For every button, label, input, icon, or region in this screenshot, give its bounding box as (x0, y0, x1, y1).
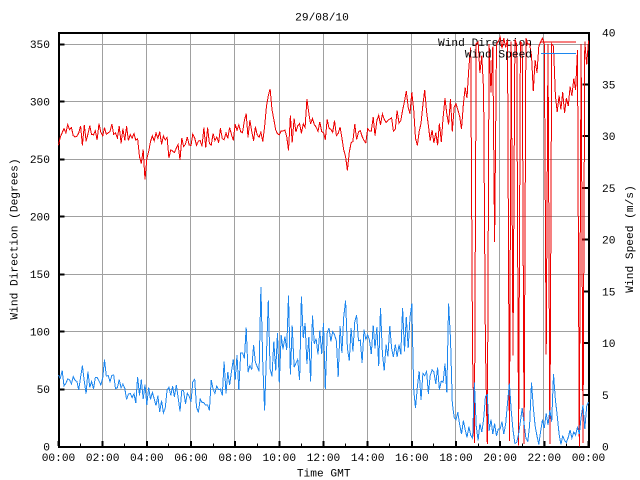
svg-text:02:00: 02:00 (86, 453, 120, 465)
svg-text:200: 200 (30, 213, 50, 225)
svg-text:10:00: 10:00 (263, 453, 297, 465)
svg-text:Wind Direction (Degrees): Wind Direction (Degrees) (10, 158, 22, 319)
svg-text:40: 40 (602, 29, 616, 41)
svg-text:10: 10 (602, 339, 616, 351)
svg-text:Wind Speed (m/s): Wind Speed (m/s) (625, 185, 637, 292)
svg-text:250: 250 (30, 155, 50, 167)
svg-text:18:00: 18:00 (439, 453, 473, 465)
svg-text:0: 0 (43, 443, 50, 455)
svg-text:20:00: 20:00 (483, 453, 517, 465)
svg-text:50: 50 (37, 385, 51, 397)
svg-text:35: 35 (602, 80, 615, 92)
svg-text:12:00: 12:00 (307, 453, 341, 465)
svg-text:0: 0 (602, 443, 609, 455)
svg-text:100: 100 (30, 328, 50, 340)
svg-text:300: 300 (30, 98, 50, 110)
svg-text:25: 25 (602, 184, 615, 196)
svg-text:5: 5 (602, 391, 609, 403)
svg-text:22:00: 22:00 (528, 453, 562, 465)
svg-text:Wind Speed: Wind Speed (465, 50, 532, 62)
svg-text:29/08/10: 29/08/10 (295, 13, 349, 25)
svg-text:150: 150 (30, 270, 50, 282)
svg-text:08:00: 08:00 (218, 453, 252, 465)
svg-text:16:00: 16:00 (395, 453, 429, 465)
svg-text:15: 15 (602, 287, 615, 299)
svg-text:00:00: 00:00 (42, 453, 76, 465)
svg-text:Time GMT: Time GMT (297, 469, 351, 480)
svg-text:14:00: 14:00 (351, 453, 385, 465)
svg-text:350: 350 (30, 40, 50, 52)
svg-text:Wind Direction: Wind Direction (438, 38, 532, 50)
svg-text:30: 30 (602, 132, 616, 144)
svg-text:04:00: 04:00 (130, 453, 164, 465)
svg-text:06:00: 06:00 (174, 453, 208, 465)
svg-text:00:00: 00:00 (572, 453, 606, 465)
svg-text:20: 20 (602, 236, 616, 248)
